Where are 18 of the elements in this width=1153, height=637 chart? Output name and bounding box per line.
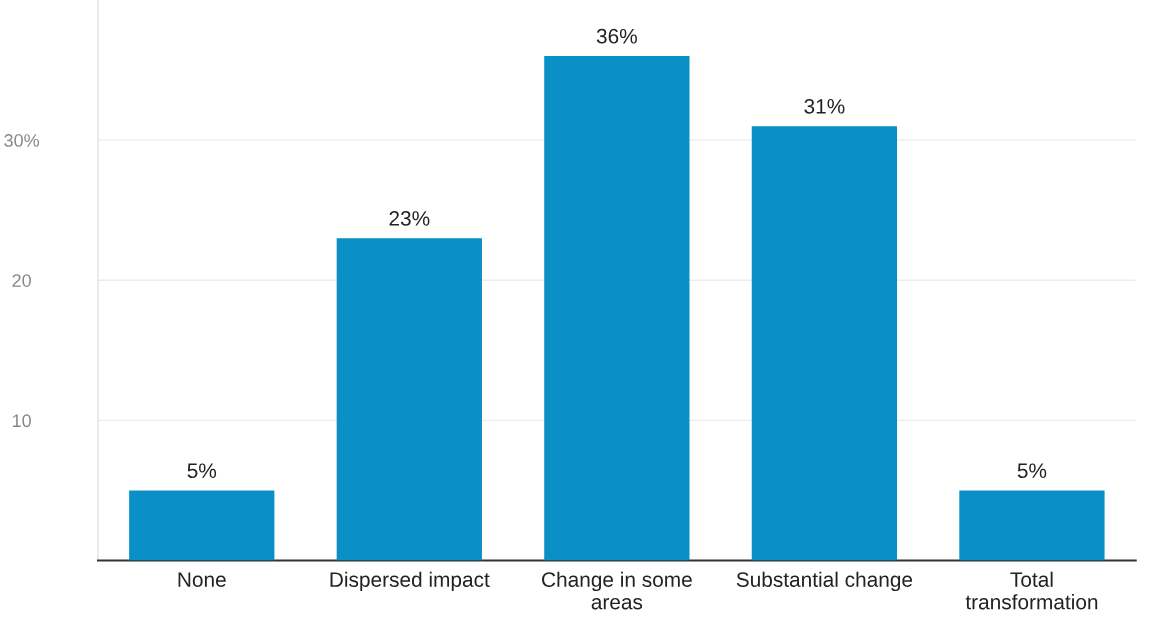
x-tick-label: Substantial change [736,571,913,592]
data-label: 5% [187,463,217,479]
data-label: 5% [1017,463,1047,479]
data-label: 23% [389,211,430,226]
data-label: 31% [804,98,845,114]
bar [959,490,1105,561]
bar [751,126,898,561]
y-tick-label: 30% [4,134,40,147]
x-tick-label: Total transformation [965,571,1098,610]
x-tick-label: Dispersed impact [330,571,490,592]
x-tick-label: Change in some areas [542,571,692,610]
y-tick-label: 10 [12,414,31,428]
bar [129,490,275,561]
x-tick-label: None [178,572,226,587]
y-tick-label: 20 [12,274,31,287]
data-label: 36% [596,28,637,44]
bar [544,56,690,561]
bar [336,238,482,561]
